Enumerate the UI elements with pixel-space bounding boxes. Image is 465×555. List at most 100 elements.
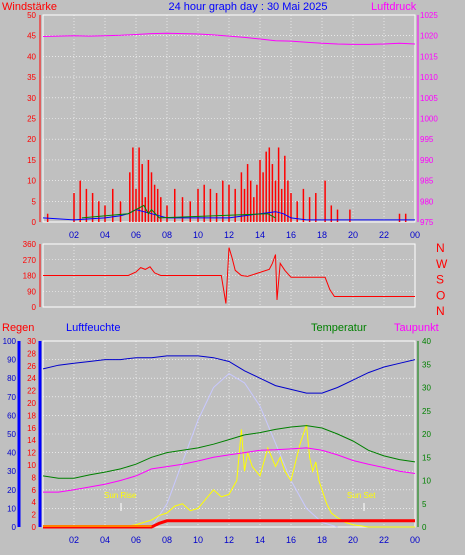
rain-y-tick: 16 bbox=[27, 424, 36, 433]
x-tick-label: 22 bbox=[379, 230, 389, 240]
pressure-y-tick: 985 bbox=[420, 177, 434, 186]
wind-y-tick: 25 bbox=[27, 115, 36, 124]
rain-y-tick: 20 bbox=[27, 399, 36, 408]
humidity-y-tick: 40 bbox=[7, 449, 16, 458]
gust_green-line bbox=[81, 204, 276, 219]
wind-y-tick: 40 bbox=[27, 52, 36, 61]
compass-label: N bbox=[436, 241, 445, 255]
graph-title: 24 hour graph day : 30 Mai 2025 bbox=[168, 1, 327, 13]
temp-y-tick: 30 bbox=[422, 384, 431, 393]
x-tick-label: 20 bbox=[348, 230, 358, 240]
compass-label: N bbox=[436, 304, 445, 318]
pressure-y-tick: 1005 bbox=[420, 94, 438, 103]
rain-y-tick: 2 bbox=[32, 511, 37, 520]
luftfeuchte-label: Luftfeuchte bbox=[66, 322, 120, 334]
dir-y-tick: 0 bbox=[32, 303, 37, 312]
dir-y-tick: 360 bbox=[23, 240, 37, 249]
rain-y-tick: 18 bbox=[27, 411, 36, 420]
compass-label: S bbox=[436, 273, 444, 287]
humidity-y-tick: 50 bbox=[7, 430, 16, 439]
rain-y-tick: 0 bbox=[32, 523, 37, 532]
temperatur-label: Temperatur bbox=[311, 322, 367, 334]
wind-y-tick: 35 bbox=[27, 73, 36, 82]
pressure-y-tick: 995 bbox=[420, 135, 434, 144]
temperature-line bbox=[42, 425, 416, 479]
compass-label: W bbox=[436, 257, 448, 271]
x-tick-label: 14 bbox=[255, 230, 265, 240]
x-tick-label: 08 bbox=[162, 230, 172, 240]
temp-y-tick: 0 bbox=[422, 523, 427, 532]
rain-y-tick: 14 bbox=[27, 436, 36, 445]
series-layer bbox=[42, 32, 416, 529]
x-tick-label: 18 bbox=[317, 535, 327, 545]
x-tick-label: 06 bbox=[131, 230, 141, 240]
x-tick-label: 22 bbox=[379, 535, 389, 545]
sunrise-label: Sun Rise bbox=[104, 491, 137, 500]
sunset-label: Sun Set bbox=[347, 491, 376, 500]
rain-y-tick: 28 bbox=[27, 349, 36, 358]
humidity-y-tick: 20 bbox=[7, 486, 16, 495]
rain-y-tick: 10 bbox=[27, 461, 36, 470]
temp-y-tick: 5 bbox=[422, 500, 427, 509]
compass-label: O bbox=[436, 288, 445, 302]
pressure-y-tick: 1010 bbox=[420, 73, 438, 82]
pressure-y-tick: 1000 bbox=[420, 115, 438, 124]
regen-label: Regen bbox=[2, 322, 34, 334]
wind-y-tick: 50 bbox=[27, 11, 36, 20]
temp-y-tick: 10 bbox=[422, 477, 431, 486]
dir-y-tick: 90 bbox=[27, 287, 36, 296]
gust_blue-line bbox=[42, 209, 415, 221]
wind-y-tick: 10 bbox=[27, 177, 36, 186]
direction-line bbox=[43, 247, 415, 304]
pressure-y-tick: 1015 bbox=[420, 52, 438, 61]
wind-y-tick: 15 bbox=[27, 156, 36, 165]
solar-line bbox=[43, 424, 415, 528]
x-tick-label: 04 bbox=[100, 535, 110, 545]
grid-layer bbox=[43, 14, 415, 528]
rain-y-tick: 24 bbox=[27, 374, 36, 383]
x-tick-label: 02 bbox=[69, 230, 79, 240]
rain-y-tick: 12 bbox=[27, 449, 36, 458]
temp-y-tick: 15 bbox=[422, 453, 431, 462]
rain-y-tick: 26 bbox=[27, 362, 36, 371]
x-tick-label: 12 bbox=[224, 535, 234, 545]
humidity-y-tick: 80 bbox=[7, 374, 16, 383]
wind-y-tick: 5 bbox=[32, 197, 37, 206]
x-tick-label: 18 bbox=[317, 230, 327, 240]
rain-y-tick: 6 bbox=[32, 486, 37, 495]
humidity-y-tick: 70 bbox=[7, 393, 16, 402]
rain-y-tick: 8 bbox=[32, 473, 37, 482]
x-tick-label: 06 bbox=[131, 535, 141, 545]
uv-line bbox=[151, 372, 338, 528]
x-tick-label: 20 bbox=[348, 535, 358, 545]
wind-y-tick: 30 bbox=[27, 94, 36, 103]
x-tick-label: 02 bbox=[69, 535, 79, 545]
taupunkt-label: Taupunkt bbox=[394, 322, 439, 334]
temp-y-tick: 20 bbox=[422, 430, 431, 439]
windstaerke-label: Windstärke bbox=[2, 1, 57, 13]
wind-y-tick: 45 bbox=[27, 32, 36, 41]
humidity-y-tick: 100 bbox=[3, 337, 17, 346]
x-tick-label: 10 bbox=[193, 230, 203, 240]
x-tick-label: 00 bbox=[410, 230, 420, 240]
x-tick-label: 00 bbox=[410, 535, 420, 545]
dewpoint-line bbox=[43, 447, 416, 493]
temp-y-tick: 40 bbox=[422, 337, 431, 346]
pressure-line bbox=[42, 32, 416, 45]
wind-y-tick: 20 bbox=[27, 135, 36, 144]
pressure-y-tick: 990 bbox=[420, 156, 434, 165]
x-tick-label: 08 bbox=[162, 535, 172, 545]
dir-y-tick: 270 bbox=[23, 256, 37, 265]
x-tick-label: 12 bbox=[224, 230, 234, 240]
humidity-y-tick: 30 bbox=[7, 467, 16, 476]
wind-y-tick: 0 bbox=[32, 218, 37, 227]
humidity-y-tick: 0 bbox=[12, 523, 17, 532]
humidity-line bbox=[42, 355, 416, 394]
x-tick-label: 10 bbox=[193, 535, 203, 545]
pressure-y-tick: 980 bbox=[420, 197, 434, 206]
temp-y-tick: 35 bbox=[422, 360, 431, 369]
x-tick-label: 16 bbox=[286, 230, 296, 240]
